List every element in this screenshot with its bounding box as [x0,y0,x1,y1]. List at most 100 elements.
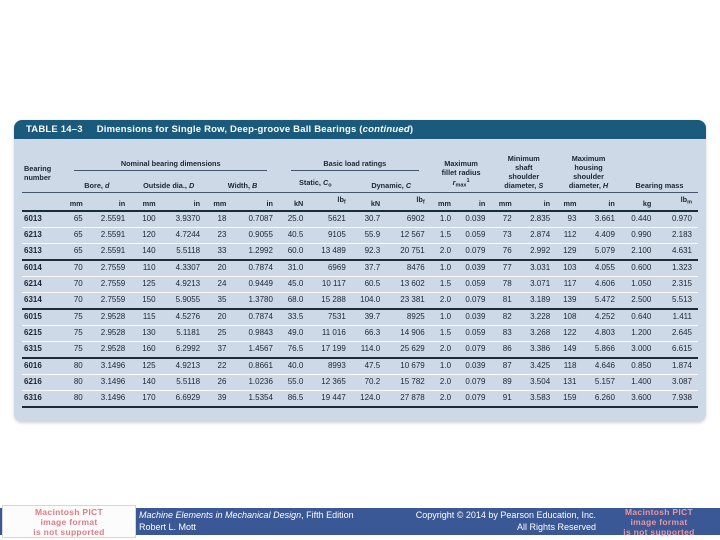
value-cell: 160 [131,341,162,359]
unit-cell: mm [556,192,583,212]
value-cell: 1.0236 [232,374,279,391]
value-cell: 122 [556,325,583,342]
group-load-label: Basic load ratings [290,159,419,171]
value-cell: 60.5 [351,276,387,293]
bearing-number-cell: 6314 [22,292,63,310]
table-row: 6014 70 2.7559 110 4.3307 20 0.7874 31.0 6969 37.… [22,259,698,277]
table-title-bar: TABLE 14–3 Dimensions for Single Row, De… [14,120,706,139]
value-cell: 104.0 [351,292,387,310]
value-cell: 81 [491,292,518,310]
value-cell: 5621 [309,210,352,228]
unit-cell: mm [206,192,233,212]
value-cell: 25 629 [386,341,431,359]
value-cell: 49.0 [278,325,310,342]
value-cell: 86.5 [278,390,310,408]
pict-placeholder-left: Macintosh PICT image format is not suppo… [2,505,136,538]
table-title-continued: continued [362,124,410,135]
value-cell: 26 [206,374,233,391]
unit-cell: mm [491,192,518,212]
value-cell: 3.386 [517,341,557,359]
value-cell: 37.7 [351,259,387,277]
value-cell: 0.7874 [232,259,279,277]
value-cell: 87 [491,357,518,375]
value-cell: 20 [206,259,233,277]
value-cell: 149 [556,341,583,359]
value-cell: 3.1496 [88,357,132,375]
value-cell: 1.400 [620,374,658,391]
value-cell: 7531 [309,308,352,326]
value-cell: 9105 [309,227,352,244]
value-cell: 1.874 [657,357,698,375]
col-header-housing-shoulder: Maximum housing shoulder diameter, H [556,153,621,193]
value-cell: 0.059 [457,227,492,244]
fillet-line1: Maximum [444,158,478,168]
value-cell: 13 489 [309,243,352,261]
value-cell: 4.9213 [161,357,207,375]
shaft-symbol: diameter, S [504,181,544,190]
value-cell: 35 [206,292,233,310]
group-nominal-label: Nominal bearing dimensions [74,159,267,171]
value-cell: 2.9528 [88,341,132,359]
value-cell: 6.615 [657,341,698,359]
value-cell: 0.440 [620,210,658,228]
value-cell: 2.5591 [88,210,132,228]
unit-cell: in [517,192,557,212]
value-cell: 125 [131,357,162,375]
value-cell: 0.039 [457,210,492,228]
value-cell: 40.0 [278,357,310,375]
value-cell: 1.323 [657,259,698,277]
value-cell: 3.189 [517,292,557,310]
value-cell: 33 [206,243,233,261]
bearing-number-cell: 6016 [22,357,63,375]
value-cell: 0.079 [457,390,492,408]
value-cell: 3.504 [517,374,557,391]
value-cell: 1.050 [620,276,658,293]
value-cell: 17 199 [309,341,352,359]
value-cell: 93 [556,210,583,228]
value-cell: 19 447 [309,390,352,408]
value-cell: 3.1496 [88,374,132,391]
value-cell: 80 [62,374,89,391]
value-cell: 1.0 [430,308,458,326]
value-cell: 18 [206,210,233,228]
value-cell: 4.3307 [161,259,207,277]
value-cell: 77 [491,259,518,277]
value-cell: 78 [491,276,518,293]
value-cell: 139 [556,292,583,310]
value-cell: 1.0 [430,259,458,277]
value-cell: 3.268 [517,325,557,342]
col-header-bearing-mass: Bearing mass [620,153,698,193]
table-row: 6216 80 3.1496 140 5.5118 26 1.0236 55.0 12 365 7… [22,374,698,391]
value-cell: 2.0 [430,390,458,408]
value-cell: 3.071 [517,276,557,293]
value-cell: 0.079 [457,374,492,391]
value-cell: 4.7244 [161,227,207,244]
value-cell: 15 782 [386,374,431,391]
value-cell: 0.9055 [232,227,279,244]
value-cell: 1.4567 [232,341,279,359]
value-cell: 110 [131,259,162,277]
value-cell: 2.0 [430,243,458,261]
value-cell: 0.039 [457,308,492,326]
footer-book-title-line: Machine Elements in Mechanical Design, F… [139,510,354,522]
value-cell: 39 [206,390,233,408]
value-cell: 31.0 [278,259,310,277]
value-cell: 25.0 [278,210,310,228]
value-cell: 140 [131,243,162,261]
value-cell: 40.5 [278,227,310,244]
value-cell: 2.5591 [88,227,132,244]
bearing-dimensions-table: Bearing number Nominal bearing dimension… [22,153,698,408]
value-cell: 80 [62,357,89,375]
table-row: 6213 65 2.5591 120 4.7244 23 0.9055 40.5 9105 55.… [22,227,698,244]
value-cell: 6.6929 [161,390,207,408]
value-cell: 3.9370 [161,210,207,228]
value-cell: 0.9843 [232,325,279,342]
value-cell: 2.9528 [88,325,132,342]
value-cell: 140 [131,374,162,391]
unit-cell: mm [62,192,89,212]
value-cell: 3.031 [517,259,557,277]
col-group-load-ratings: Basic load ratings [279,153,431,171]
value-cell: 10 679 [386,357,431,375]
value-cell: 1.3780 [232,292,279,310]
unit-cell: mm [131,192,162,212]
